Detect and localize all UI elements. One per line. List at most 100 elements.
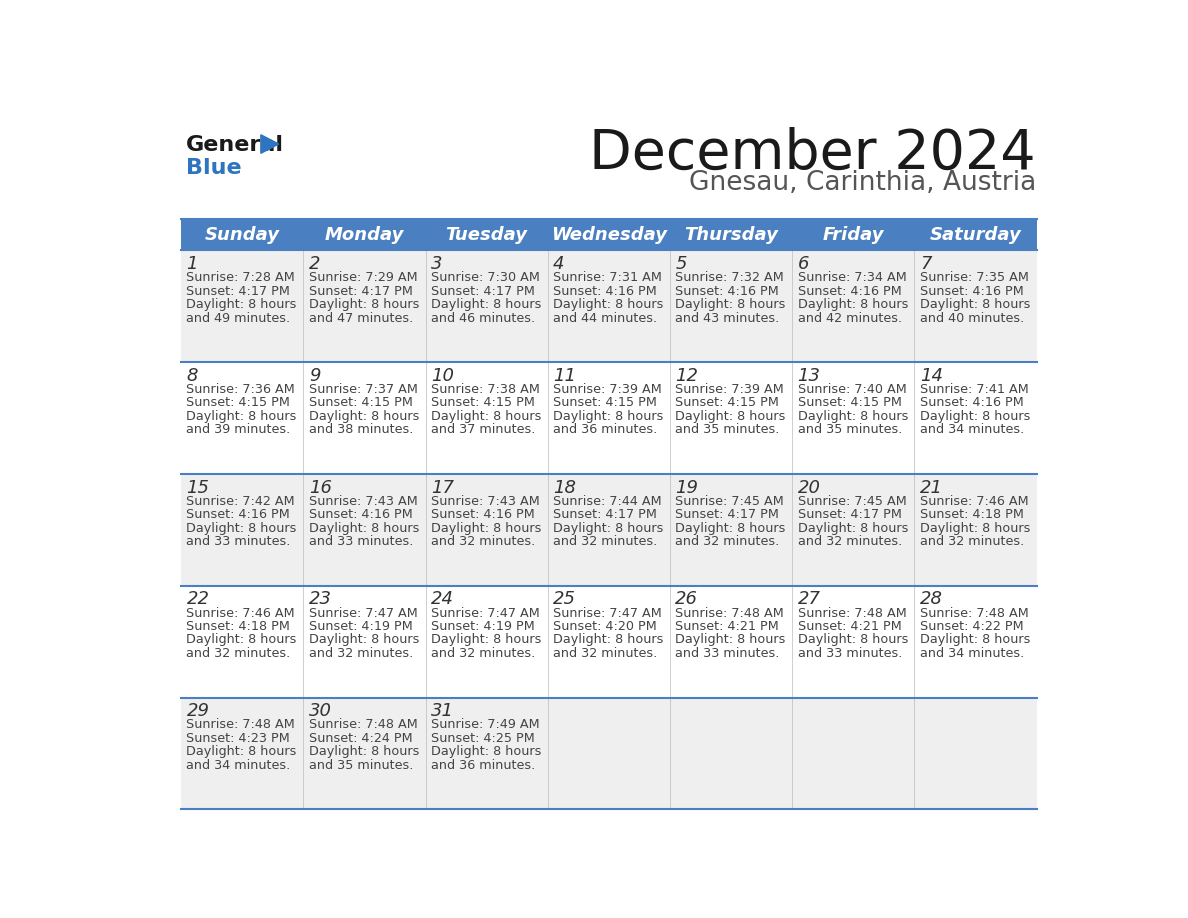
Bar [181, 251, 303, 362]
Text: Daylight: 8 hours: Daylight: 8 hours [309, 521, 419, 534]
Bar [792, 362, 915, 474]
Bar [303, 698, 425, 810]
Text: Sunset: 4:15 PM: Sunset: 4:15 PM [187, 397, 290, 409]
Text: Sunset: 4:15 PM: Sunset: 4:15 PM [554, 397, 657, 409]
Text: Sunrise: 7:42 AM: Sunrise: 7:42 AM [187, 495, 295, 508]
Text: Sunrise: 7:35 AM: Sunrise: 7:35 AM [920, 271, 1029, 284]
Text: Sunset: 4:23 PM: Sunset: 4:23 PM [187, 732, 290, 744]
Text: Sunrise: 7:48 AM: Sunrise: 7:48 AM [920, 607, 1029, 620]
Text: and 43 minutes.: and 43 minutes. [676, 311, 779, 325]
Text: and 47 minutes.: and 47 minutes. [309, 311, 413, 325]
Text: Sunrise: 7:28 AM: Sunrise: 7:28 AM [187, 271, 296, 284]
Text: Daylight: 8 hours: Daylight: 8 hours [554, 409, 664, 423]
Text: 12: 12 [676, 366, 699, 385]
Text: Daylight: 8 hours: Daylight: 8 hours [309, 745, 419, 758]
Text: Daylight: 8 hours: Daylight: 8 hours [797, 298, 908, 311]
Text: Daylight: 8 hours: Daylight: 8 hours [554, 521, 664, 534]
Bar [915, 586, 1037, 698]
Text: and 35 minutes.: and 35 minutes. [797, 423, 902, 436]
Bar [670, 586, 792, 698]
Text: Daylight: 8 hours: Daylight: 8 hours [309, 633, 419, 646]
Text: Daylight: 8 hours: Daylight: 8 hours [187, 298, 297, 311]
Text: 18: 18 [554, 478, 576, 497]
Bar [915, 474, 1037, 586]
Text: Sunset: 4:16 PM: Sunset: 4:16 PM [797, 285, 902, 297]
Text: Sunset: 4:19 PM: Sunset: 4:19 PM [431, 620, 535, 633]
Text: and 49 minutes.: and 49 minutes. [187, 311, 291, 325]
Text: 19: 19 [676, 478, 699, 497]
Bar [548, 251, 670, 362]
Bar [670, 362, 792, 474]
Text: and 35 minutes.: and 35 minutes. [309, 759, 413, 772]
Text: and 32 minutes.: and 32 minutes. [309, 647, 413, 660]
Text: and 36 minutes.: and 36 minutes. [431, 759, 535, 772]
Text: Sunset: 4:24 PM: Sunset: 4:24 PM [309, 732, 412, 744]
Text: Daylight: 8 hours: Daylight: 8 hours [797, 633, 908, 646]
Text: Sunrise: 7:38 AM: Sunrise: 7:38 AM [431, 383, 539, 396]
Text: 27: 27 [797, 590, 821, 609]
Text: Daylight: 8 hours: Daylight: 8 hours [676, 298, 785, 311]
Text: Sunrise: 7:45 AM: Sunrise: 7:45 AM [797, 495, 906, 508]
Bar [915, 362, 1037, 474]
Text: and 44 minutes.: and 44 minutes. [554, 311, 657, 325]
Text: and 40 minutes.: and 40 minutes. [920, 311, 1024, 325]
Text: Sunrise: 7:46 AM: Sunrise: 7:46 AM [187, 607, 295, 620]
Text: and 38 minutes.: and 38 minutes. [309, 423, 413, 436]
Text: Sunday: Sunday [204, 226, 279, 244]
Text: Daylight: 8 hours: Daylight: 8 hours [920, 298, 1030, 311]
Text: Sunrise: 7:44 AM: Sunrise: 7:44 AM [554, 495, 662, 508]
Bar [548, 474, 670, 586]
Bar [915, 698, 1037, 810]
Text: Sunrise: 7:45 AM: Sunrise: 7:45 AM [676, 495, 784, 508]
Text: Sunset: 4:17 PM: Sunset: 4:17 PM [309, 285, 412, 297]
Text: Sunset: 4:16 PM: Sunset: 4:16 PM [676, 285, 779, 297]
Text: 15: 15 [187, 478, 209, 497]
Text: Daylight: 8 hours: Daylight: 8 hours [431, 409, 542, 423]
Text: and 32 minutes.: and 32 minutes. [797, 535, 902, 548]
Text: Sunrise: 7:39 AM: Sunrise: 7:39 AM [676, 383, 784, 396]
Text: Daylight: 8 hours: Daylight: 8 hours [676, 633, 785, 646]
Bar [425, 474, 548, 586]
Text: and 37 minutes.: and 37 minutes. [431, 423, 536, 436]
Bar [303, 586, 425, 698]
Text: 5: 5 [676, 255, 687, 273]
Text: 23: 23 [309, 590, 331, 609]
Text: and 32 minutes.: and 32 minutes. [676, 535, 779, 548]
Text: Daylight: 8 hours: Daylight: 8 hours [676, 521, 785, 534]
Text: 31: 31 [431, 702, 454, 720]
Bar [425, 251, 548, 362]
Text: General: General [185, 135, 284, 155]
Bar [670, 251, 792, 362]
Text: Gnesau, Carinthia, Austria: Gnesau, Carinthia, Austria [689, 170, 1036, 196]
Bar [915, 251, 1037, 362]
Bar [181, 698, 303, 810]
Text: 4: 4 [554, 255, 564, 273]
Text: Sunrise: 7:39 AM: Sunrise: 7:39 AM [554, 383, 662, 396]
Text: Sunrise: 7:48 AM: Sunrise: 7:48 AM [797, 607, 906, 620]
Text: Sunset: 4:18 PM: Sunset: 4:18 PM [187, 620, 290, 633]
Text: and 33 minutes.: and 33 minutes. [309, 535, 413, 548]
Bar [548, 362, 670, 474]
Text: December 2024: December 2024 [589, 127, 1036, 181]
Bar [792, 251, 915, 362]
Text: Daylight: 8 hours: Daylight: 8 hours [920, 409, 1030, 423]
Bar [303, 362, 425, 474]
Text: Sunset: 4:16 PM: Sunset: 4:16 PM [920, 285, 1024, 297]
Text: and 32 minutes.: and 32 minutes. [554, 535, 657, 548]
Text: Daylight: 8 hours: Daylight: 8 hours [554, 298, 664, 311]
Text: Daylight: 8 hours: Daylight: 8 hours [431, 521, 542, 534]
Text: and 34 minutes.: and 34 minutes. [187, 759, 291, 772]
Text: Sunrise: 7:37 AM: Sunrise: 7:37 AM [309, 383, 417, 396]
Text: Sunrise: 7:47 AM: Sunrise: 7:47 AM [309, 607, 417, 620]
Text: Daylight: 8 hours: Daylight: 8 hours [676, 409, 785, 423]
Text: Saturday: Saturday [930, 226, 1022, 244]
Text: Monday: Monday [324, 226, 404, 244]
Text: Sunrise: 7:40 AM: Sunrise: 7:40 AM [797, 383, 906, 396]
Text: and 32 minutes.: and 32 minutes. [920, 535, 1024, 548]
Text: Daylight: 8 hours: Daylight: 8 hours [187, 745, 297, 758]
Text: 13: 13 [797, 366, 821, 385]
Text: Sunrise: 7:48 AM: Sunrise: 7:48 AM [187, 718, 296, 732]
Text: Sunset: 4:17 PM: Sunset: 4:17 PM [431, 285, 535, 297]
Text: Sunset: 4:20 PM: Sunset: 4:20 PM [554, 620, 657, 633]
Bar [792, 698, 915, 810]
